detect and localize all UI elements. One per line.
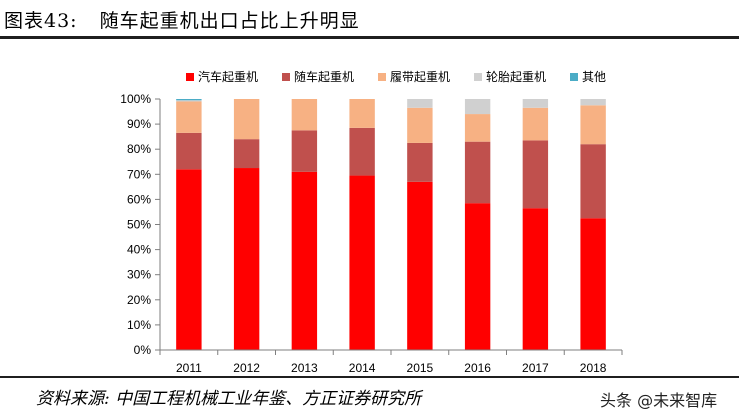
y-tick-label: 60% xyxy=(127,192,151,206)
bar-segment xyxy=(176,100,202,102)
bar-segment xyxy=(176,101,202,133)
x-tick-label: 2015 xyxy=(407,361,434,375)
bar-segment xyxy=(233,168,260,350)
bar-segment xyxy=(522,99,549,108)
y-tick-label: 50% xyxy=(127,218,151,232)
legend: 汽车起重机 随车起重机 履带起重机 轮胎起重机 其他 xyxy=(186,69,606,84)
bar-segment xyxy=(349,99,375,128)
bar-segment xyxy=(522,208,549,350)
bar-segment xyxy=(407,99,433,108)
watermark: 头条 @未来智库 xyxy=(600,391,718,410)
y-tick-label: 30% xyxy=(127,268,151,282)
x-tick-label: 2018 xyxy=(580,361,607,375)
figure-number: 图表43: xyxy=(4,10,78,32)
y-tick-label: 80% xyxy=(127,142,151,156)
bar-segment xyxy=(580,144,606,219)
figure-title-text: 随车起重机出口占比上升明显 xyxy=(99,10,360,32)
bar-segment xyxy=(522,107,549,141)
bar-segment xyxy=(291,130,318,172)
bar-segment xyxy=(407,107,433,143)
bar-segment xyxy=(580,99,606,106)
y-tick-label: 20% xyxy=(127,293,151,307)
legend-label: 轮胎起重机 xyxy=(486,70,546,84)
legend-swatch xyxy=(282,73,290,81)
x-tick-label: 2014 xyxy=(349,361,376,375)
top-rule xyxy=(0,36,739,39)
bar-segment xyxy=(580,218,606,350)
x-tick-label: 2012 xyxy=(233,361,260,375)
y-tick-label: 100% xyxy=(120,92,151,106)
bar-segment xyxy=(176,132,202,170)
figure-title: 图表43: 随车起重机出口占比上升明显 xyxy=(4,6,360,33)
legend-swatch xyxy=(186,73,194,81)
bar-segment xyxy=(407,181,433,350)
bar-segment xyxy=(349,127,375,176)
stacked-bar-chart: 汽车起重机 随车起重机 履带起重机 轮胎起重机 其他 0% 10% 20% 30% 40% 50%… xyxy=(120,69,623,375)
bar-segment xyxy=(176,99,202,101)
legend-label: 随车起重机 xyxy=(294,69,354,84)
bars xyxy=(176,99,606,350)
bar-segment xyxy=(291,171,318,350)
y-tick-label: 0% xyxy=(134,343,152,357)
bar-segment xyxy=(233,139,260,169)
legend-label: 其他 xyxy=(582,70,606,84)
bar-segment xyxy=(464,203,491,350)
bar-segment xyxy=(580,105,606,145)
bar-segment xyxy=(291,99,318,131)
legend-label: 履带起重机 xyxy=(390,70,450,84)
y-tick-label: 40% xyxy=(127,243,151,257)
y-tick-label: 90% xyxy=(127,117,151,131)
bar-segment xyxy=(464,141,491,204)
bar-segment xyxy=(522,140,549,209)
y-tick-label: 70% xyxy=(127,167,151,181)
axes: 0% 10% 20% 30% 40% 50% 60% 70% 80% 90% 100% 2011 201… xyxy=(120,92,623,375)
x-tick-label: 2013 xyxy=(291,361,318,375)
x-tick-label: 2016 xyxy=(464,361,491,375)
bottom-rule xyxy=(0,376,739,378)
legend-swatch xyxy=(474,73,482,81)
legend-swatch xyxy=(378,73,386,81)
bar-segment xyxy=(464,99,491,115)
y-tick-label: 10% xyxy=(127,318,151,332)
bar-segment xyxy=(407,142,433,182)
legend-label: 汽车起重机 xyxy=(198,69,258,84)
bar-segment xyxy=(349,175,375,350)
source-note: 资料来源: 中国工程机械工业年鉴、方正证券研究所 xyxy=(36,389,422,409)
bar-segment xyxy=(464,114,491,142)
x-tick-label: 2017 xyxy=(522,361,549,375)
bar-segment xyxy=(176,169,202,350)
legend-swatch xyxy=(570,73,578,81)
x-tick-label: 2011 xyxy=(176,361,202,375)
bar-segment xyxy=(233,99,260,140)
